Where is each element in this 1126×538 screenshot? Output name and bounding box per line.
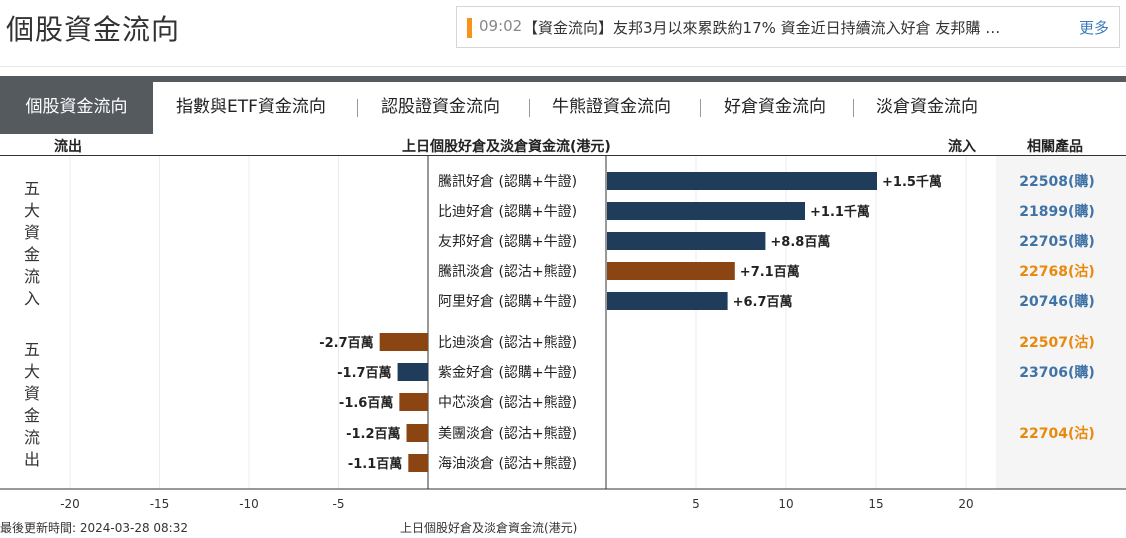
- related-products-header: 相關產品: [1027, 139, 1083, 155]
- tab-bar-top-border: [0, 76, 1126, 82]
- news-marker: [467, 18, 472, 38]
- related-product-link[interactable]: 22704(沽): [1019, 425, 1095, 442]
- header-divider: [0, 66, 1126, 67]
- tab-warrant-fund-flow[interactable]: 認股證資金流向: [381, 97, 500, 117]
- x-tick-label: -15: [150, 497, 170, 511]
- bar: [607, 262, 735, 280]
- x-tick-label: 5: [692, 497, 700, 511]
- outflow-group-label: 五大資金流出: [23, 340, 40, 469]
- chart-header: 流出 上日個股好倉及淡倉資金流(港元) 流入 相關產品: [0, 134, 1126, 156]
- bar: [379, 333, 428, 351]
- bar-value-label: -1.7百萬: [337, 365, 391, 381]
- chart-title: 上日個股好倉及淡倉資金流(港元): [402, 139, 611, 155]
- row-label: 中芯淡倉 (認沽+熊證): [438, 394, 577, 411]
- row-label: 紫金好倉 (認購+牛證): [438, 364, 577, 381]
- tab-separator: [853, 99, 854, 117]
- bar: [406, 424, 428, 442]
- related-product-link[interactable]: 22768(沽): [1019, 263, 1095, 280]
- bar: [399, 393, 428, 411]
- news-time: 09:02: [479, 17, 523, 35]
- related-product-link[interactable]: 23706(購): [1019, 364, 1095, 381]
- related-product-link[interactable]: 22705(購): [1019, 233, 1095, 250]
- row-label: 騰訊好倉 (認購+牛證): [438, 173, 577, 190]
- bar-value-label: +8.8百萬: [770, 234, 830, 250]
- x-tick-label: -10: [239, 497, 259, 511]
- tab-short-fund-flow[interactable]: 淡倉資金流向: [876, 97, 978, 117]
- tab-index-etf-fund-flow[interactable]: 指數與ETF資金流向: [176, 97, 326, 117]
- x-tick-label: 10: [778, 497, 793, 511]
- related-products-column: [996, 156, 1126, 489]
- tab-separator: [357, 99, 358, 117]
- related-product-link[interactable]: 21899(購): [1019, 203, 1095, 220]
- page-title: 個股資金流向: [6, 13, 181, 46]
- news-headline-link[interactable]: 【資金流向】友邦3月以來累跌約17% 資金近日持續流入好倉 友邦購 …: [523, 19, 1001, 37]
- news-ticker[interactable]: 09:02 【資金流向】友邦3月以來累跌約17% 資金近日持續流入好倉 友邦購 …: [456, 6, 1120, 48]
- tab-separator: [529, 99, 530, 117]
- bar: [607, 232, 766, 250]
- bar-value-label: +1.5千萬: [882, 174, 942, 190]
- inflow-header: 流入: [948, 139, 976, 155]
- bar-value-label: +7.1百萬: [740, 264, 800, 280]
- bar: [607, 172, 877, 190]
- tab-cbbc-fund-flow[interactable]: 牛熊證資金流向: [552, 97, 671, 117]
- row-label: 美團淡倉 (認沽+熊證): [438, 425, 577, 442]
- row-label: 海油淡倉 (認沽+熊證): [438, 455, 577, 472]
- tab-long-fund-flow[interactable]: 好倉資金流向: [724, 97, 826, 117]
- axis-caption: 上日個股好倉及淡倉資金流(港元): [400, 521, 578, 535]
- bar: [607, 292, 728, 310]
- inflow-group-label: 五大資金流入: [23, 179, 40, 308]
- x-tick-label: -5: [333, 497, 345, 511]
- x-tick-label: -20: [60, 497, 80, 511]
- bar-value-label: -1.1百萬: [348, 456, 402, 472]
- outflow-header: 流出: [54, 139, 82, 155]
- bar: [607, 202, 805, 220]
- bar-value-label: -2.7百萬: [319, 335, 373, 351]
- bar-value-label: +6.7百萬: [733, 294, 793, 310]
- fund-flow-chart-svg: -20 -15 -10 -5 5 10 15 20 騰訊好倉 (認購+牛證) +1.5千萬 2250…: [0, 156, 1126, 511]
- related-product-link[interactable]: 22507(沽): [1019, 334, 1095, 351]
- tab-bar: 個股資金流向 指數與ETF資金流向 認股證資金流向 牛熊證資金流向 好倉資金流向…: [0, 82, 1126, 134]
- row-label: 阿里好倉 (認購+牛證): [438, 293, 577, 310]
- row-label: 騰訊淡倉 (認沽+熊證): [438, 263, 577, 280]
- x-tick-label: 15: [868, 497, 883, 511]
- row-label: 友邦好倉 (認購+牛證): [438, 233, 577, 250]
- fund-flow-chart: -20 -15 -10 -5 5 10 15 20 騰訊好倉 (認購+牛證) +1.5千萬 2250…: [0, 156, 1126, 511]
- bar: [397, 363, 428, 381]
- x-tick-label: 20: [958, 497, 973, 511]
- bar-value-label: -1.2百萬: [346, 426, 400, 442]
- bar-value-label: +1.1千萬: [810, 204, 870, 220]
- row-label: 比迪好倉 (認購+牛證): [438, 203, 577, 220]
- news-more-link[interactable]: 更多: [1078, 19, 1109, 37]
- row-label: 比迪淡倉 (認沽+熊證): [438, 334, 577, 351]
- tab-stock-fund-flow[interactable]: 個股資金流向: [0, 82, 153, 134]
- last-updated: 最後更新時間: 2024-03-28 08:32: [0, 521, 188, 535]
- tab-separator: [700, 99, 701, 117]
- bar-value-label: -1.6百萬: [339, 395, 393, 411]
- related-product-link[interactable]: 22508(購): [1019, 173, 1095, 190]
- related-product-link[interactable]: 20746(購): [1019, 293, 1095, 310]
- bar: [408, 454, 428, 472]
